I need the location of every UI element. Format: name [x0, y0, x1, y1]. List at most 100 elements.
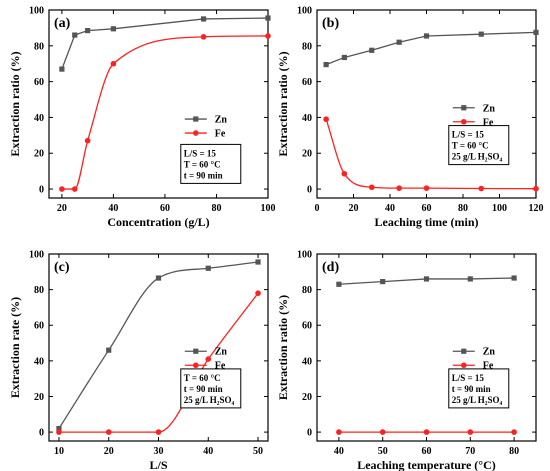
data-point-zn: [369, 47, 375, 53]
condition-text: 25 g/L H₂SO₄: [452, 152, 503, 162]
x-tick-label: 60: [422, 446, 432, 457]
y-tick-label: 20: [302, 392, 312, 403]
x-tick-label: 40: [334, 446, 344, 457]
x-tick-label: 70: [465, 446, 475, 457]
condition-text: L/S = 15: [452, 130, 485, 140]
panel-label: (a): [54, 16, 71, 31]
data-point-zn: [467, 276, 473, 282]
y-tick-label: 80: [34, 285, 44, 296]
y-tick-label: 0: [307, 428, 312, 439]
series-line-zn: [58, 261, 259, 429]
legend-marker: [192, 130, 199, 136]
y-tick-label: 0: [39, 428, 44, 439]
y-tick-label: 60: [302, 77, 312, 88]
data-point-zn: [396, 39, 402, 45]
legend-marker: [460, 362, 467, 369]
x-axis-title: L/S: [149, 458, 167, 471]
condition-text: 25 g/L H₂SO₄: [184, 395, 235, 405]
data-point-zn: [110, 26, 117, 32]
x-tick-label: 60: [160, 203, 170, 214]
data-point-zn: [59, 66, 65, 72]
chart-panel-3: 10 20 30 40 50 0 20 40 60 80 100 L/S Extraction rate…: [8, 250, 269, 471]
y-axis-title: Extraction ratio (%): [8, 51, 22, 156]
condition-text: L/S = 15: [184, 148, 217, 158]
condition-text: t = 90 min: [184, 384, 223, 394]
legend-label: Zn: [483, 347, 496, 358]
condition-text: 25 g/L H₂SO₄: [452, 395, 503, 405]
x-axis-title: Leaching temperature (°C): [357, 458, 496, 471]
series-line-zn: [325, 31, 537, 66]
data-point-zn: [255, 259, 261, 265]
data-point-fe: [59, 186, 65, 192]
data-point-fe: [379, 429, 386, 435]
data-point-zn: [341, 54, 347, 61]
y-tick-label: 60: [302, 321, 312, 332]
data-point-zn: [56, 425, 62, 432]
panel-label: (c): [54, 260, 70, 275]
legend-label: Zn: [215, 115, 228, 126]
data-point-fe: [155, 429, 162, 435]
legend-marker: [193, 348, 199, 354]
condition-text: L/S = 15: [452, 373, 485, 383]
conditions-box: [448, 368, 510, 409]
condition-text: T = 60 °C: [184, 159, 221, 169]
y-tick-label: 80: [302, 285, 312, 296]
y-tick-label: 40: [302, 113, 312, 124]
y-axis-title: Extraction ratio (%): [276, 51, 290, 156]
data-point-zn: [72, 32, 78, 38]
legend-marker: [193, 116, 199, 122]
x-tick-label: 80: [211, 203, 221, 214]
conditions-box: [448, 125, 510, 166]
y-tick-label: 20: [302, 149, 312, 160]
conditions-box: [180, 368, 242, 409]
plot-frame: [316, 253, 537, 442]
data-point-fe: [71, 186, 78, 192]
x-axis-title: Concentration (g/L): [107, 215, 209, 229]
plot-frame: [48, 9, 269, 199]
x-tick-label: 50: [378, 446, 388, 457]
legend-marker: [192, 362, 199, 369]
data-point-fe: [467, 429, 474, 435]
y-tick-label: 100: [297, 6, 312, 17]
data-point-zn: [205, 265, 211, 271]
data-point-fe: [84, 137, 91, 144]
y-tick-label: 40: [34, 113, 44, 124]
y-tick-label: 0: [307, 185, 312, 196]
conditions-box: [180, 143, 242, 184]
legend-marker: [461, 348, 467, 354]
data-point-zn: [423, 276, 430, 282]
y-tick-label: 100: [29, 250, 44, 261]
x-tick-label: 40: [108, 203, 118, 214]
data-point-fe: [423, 185, 430, 191]
legend-label: Fe: [483, 361, 494, 372]
x-tick-label: 20: [57, 203, 67, 214]
y-tick-label: 80: [302, 41, 312, 52]
data-point-zn: [478, 31, 484, 37]
data-point-zn: [423, 33, 430, 39]
condition-text: t = 90 min: [184, 170, 223, 180]
data-point-fe: [265, 33, 271, 39]
y-tick-label: 100: [297, 250, 312, 261]
legend-label: Fe: [483, 117, 494, 128]
x-tick-label: 80: [458, 203, 468, 214]
data-point-zn: [336, 281, 342, 287]
data-point-zn: [106, 347, 112, 353]
panel-label: (d): [322, 260, 339, 275]
y-tick-label: 40: [34, 356, 44, 367]
x-tick-label: 100: [492, 203, 507, 214]
data-point-fe: [341, 171, 348, 177]
data-point-fe: [255, 290, 261, 296]
chart-panel-4: 40 50 60 70 80 0 20 40 60 80 100 Leaching temperatu…: [276, 250, 537, 471]
x-tick-label: 40: [203, 446, 213, 457]
y-tick-label: 80: [34, 41, 44, 52]
data-point-fe: [478, 185, 485, 192]
x-tick-label: 0: [315, 203, 320, 214]
data-point-zn: [200, 16, 207, 22]
x-tick-label: 30: [154, 446, 164, 457]
series-line-fe: [58, 292, 259, 433]
plot-frame: [48, 253, 269, 442]
x-axis-title: Leaching time (min): [375, 215, 479, 229]
y-tick-label: 60: [34, 77, 44, 88]
y-axis-title: Extraction ratio (%): [276, 295, 290, 400]
